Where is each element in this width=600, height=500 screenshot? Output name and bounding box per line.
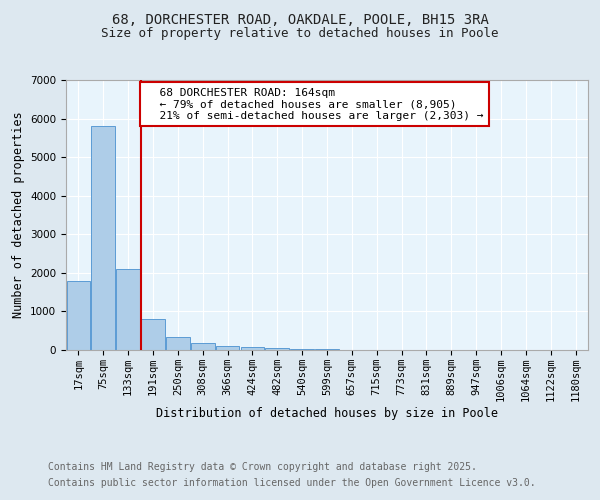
Y-axis label: Number of detached properties: Number of detached properties — [11, 112, 25, 318]
Text: Size of property relative to detached houses in Poole: Size of property relative to detached ho… — [101, 28, 499, 40]
Bar — [290, 349, 314, 350]
Bar — [166, 338, 190, 350]
Bar — [265, 348, 289, 350]
Bar — [315, 349, 339, 350]
Bar — [116, 269, 140, 350]
Text: 68, DORCHESTER ROAD, OAKDALE, POOLE, BH15 3RA: 68, DORCHESTER ROAD, OAKDALE, POOLE, BH1… — [112, 12, 488, 26]
Text: Contains HM Land Registry data © Crown copyright and database right 2025.: Contains HM Land Registry data © Crown c… — [48, 462, 477, 472]
X-axis label: Distribution of detached houses by size in Poole: Distribution of detached houses by size … — [156, 407, 498, 420]
Bar — [67, 280, 90, 350]
Bar — [141, 319, 165, 350]
Bar — [216, 346, 239, 350]
Text: 68 DORCHESTER ROAD: 164sqm
  ← 79% of detached houses are smaller (8,905)
  21% : 68 DORCHESTER ROAD: 164sqm ← 79% of deta… — [146, 88, 483, 121]
Text: Contains public sector information licensed under the Open Government Licence v3: Contains public sector information licen… — [48, 478, 536, 488]
Bar — [191, 342, 215, 350]
Bar — [91, 126, 115, 350]
Bar — [241, 348, 264, 350]
